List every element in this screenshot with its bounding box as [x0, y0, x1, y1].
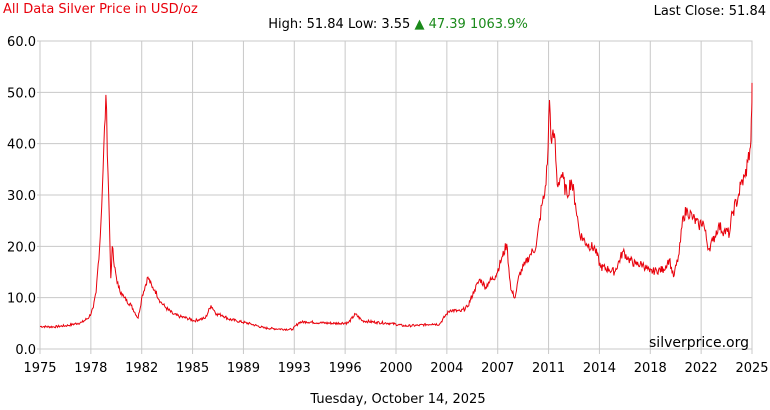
x-tick-label: 2011 — [532, 361, 565, 376]
plot-frame — [39, 40, 753, 350]
price-series — [39, 82, 753, 332]
x-tick-label: 2014 — [583, 361, 616, 376]
x-tick-label: 1978 — [74, 361, 107, 376]
x-tick-label: 1985 — [176, 361, 209, 376]
x-tick-label: 2007 — [481, 361, 514, 376]
x-tick-label: 2000 — [379, 361, 412, 376]
x-tick-label: 2018 — [634, 361, 667, 376]
chart-date: Tuesday, October 14, 2025 — [310, 392, 486, 407]
x-tick-label: 2004 — [430, 361, 463, 376]
change-percent: 1063.9% — [469, 17, 528, 32]
change-value: 47.39 — [428, 17, 466, 32]
y-tick-label: 0.0 — [15, 343, 36, 358]
y-tick-label: 30.0 — [7, 189, 36, 204]
x-axis-ticks: 1975 1978 1982 1985 1989 1993 1996 2000 2004 2007… — [23, 361, 768, 376]
x-tick-label: 1975 — [23, 361, 56, 376]
y-tick-label: 40.0 — [7, 138, 36, 153]
y-tick-label: 20.0 — [7, 240, 36, 255]
price-stats: High: 51.84 Low: 3.55 ▲ 47.39 1063.9% — [0, 17, 770, 32]
x-tick-label: 1993 — [278, 361, 311, 376]
x-tick-label: 2025 — [735, 361, 768, 376]
y-tick-label: 10.0 — [7, 292, 36, 307]
low-label: Low: 3.55 — [347, 17, 411, 32]
watermark: silverprice.org — [649, 335, 749, 351]
last-close-label: Last Close: 51.84 — [653, 4, 766, 19]
price-line — [39, 82, 753, 332]
x-tick-label: 1982 — [125, 361, 158, 376]
y-tick-label: 60.0 — [7, 35, 36, 50]
x-tick-label: 1996 — [329, 361, 362, 376]
grid — [37, 40, 753, 354]
high-label: High: 51.84 — [268, 17, 344, 32]
y-axis-ticks: 0.0 10.0 20.0 30.0 40.0 50.0 60.0 — [7, 35, 36, 358]
y-tick-label: 50.0 — [7, 86, 36, 101]
chart-title: All Data Silver Price in USD/oz — [3, 2, 198, 17]
x-tick-label: 2022 — [685, 361, 718, 376]
change-arrow-icon: ▲ — [414, 17, 425, 32]
x-tick-label: 1989 — [227, 361, 260, 376]
